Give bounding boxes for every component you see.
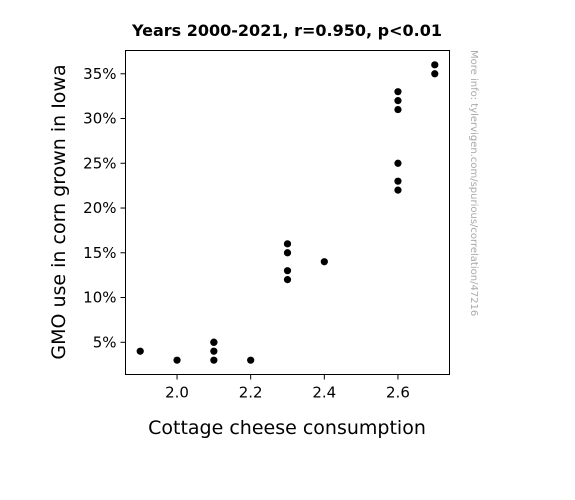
data-point bbox=[394, 186, 402, 194]
source-note: More info: tylervigen.com/spurious/corre… bbox=[468, 50, 479, 316]
y-tick-label: 30% bbox=[83, 110, 116, 128]
chart-title: Years 2000-2021, r=0.950, p<0.01 bbox=[131, 21, 442, 40]
y-tick-label: 35% bbox=[83, 65, 116, 83]
data-point bbox=[136, 347, 144, 355]
data-point bbox=[247, 356, 255, 364]
x-tick-label: 2.6 bbox=[386, 384, 410, 402]
x-axis: 2.0 2.2 2.4 2.6 bbox=[165, 374, 410, 402]
x-tick-label: 2.4 bbox=[312, 384, 336, 402]
data-point bbox=[210, 338, 218, 346]
x-tick-label: 2.0 bbox=[165, 384, 189, 402]
plot-area bbox=[125, 50, 450, 375]
data-point bbox=[283, 267, 292, 275]
y-tick-label: 15% bbox=[83, 244, 116, 262]
data-point bbox=[320, 258, 328, 266]
x-axis-label: Cottage cheese consumption bbox=[148, 417, 426, 439]
data-point bbox=[431, 61, 439, 69]
y-tick-label: 20% bbox=[83, 199, 116, 217]
y-axis: 5% 10% 15% 20% 25% 30% 35% bbox=[83, 65, 126, 351]
y-tick-label: 10% bbox=[83, 289, 116, 307]
data-point bbox=[173, 356, 181, 364]
data-point bbox=[394, 97, 402, 105]
data-point bbox=[210, 347, 218, 355]
y-tick-label: 25% bbox=[83, 154, 116, 172]
data-point bbox=[394, 88, 402, 96]
data-point bbox=[283, 240, 292, 248]
data-point bbox=[210, 356, 218, 364]
data-point bbox=[394, 177, 402, 185]
data-point bbox=[283, 276, 292, 284]
y-axis-label: GMO use in corn grown in Iowa bbox=[48, 64, 70, 359]
data-point bbox=[394, 105, 402, 114]
x-tick-label: 2.2 bbox=[239, 384, 263, 402]
y-tick-label: 5% bbox=[93, 333, 117, 351]
data-point bbox=[283, 249, 292, 257]
data-point bbox=[394, 159, 402, 167]
data-points bbox=[136, 61, 439, 364]
data-point bbox=[431, 70, 439, 78]
